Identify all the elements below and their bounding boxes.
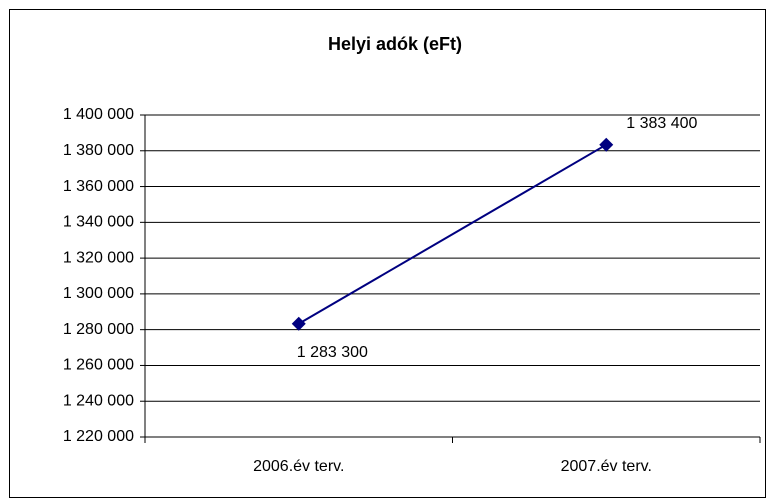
y-tick-label: 1 220 000 [63,428,134,445]
y-tick-label: 1 320 000 [63,249,134,266]
chart-title: Helyi adók (eFt) [328,34,462,54]
y-tick-label: 1 340 000 [63,214,134,231]
y-tick-label: 1 280 000 [63,321,134,338]
y-tick-label: 1 240 000 [63,392,134,409]
y-tick-label: 1 400 000 [63,106,134,123]
marker [291,316,306,331]
y-tick-label: 1 360 000 [63,178,134,195]
data-label: 1 383 400 [626,115,697,132]
data-label: 1 283 300 [297,344,368,361]
x-tick-label: 2006.év terv. [253,458,344,475]
y-tick-label: 1 260 000 [63,357,134,374]
y-tick-label: 1 380 000 [63,142,134,159]
chart-border [9,9,766,498]
y-tick-label: 1 300 000 [63,285,134,302]
x-tick-label: 2007.év terv. [561,458,652,475]
marker [599,137,614,152]
line [298,143,607,325]
